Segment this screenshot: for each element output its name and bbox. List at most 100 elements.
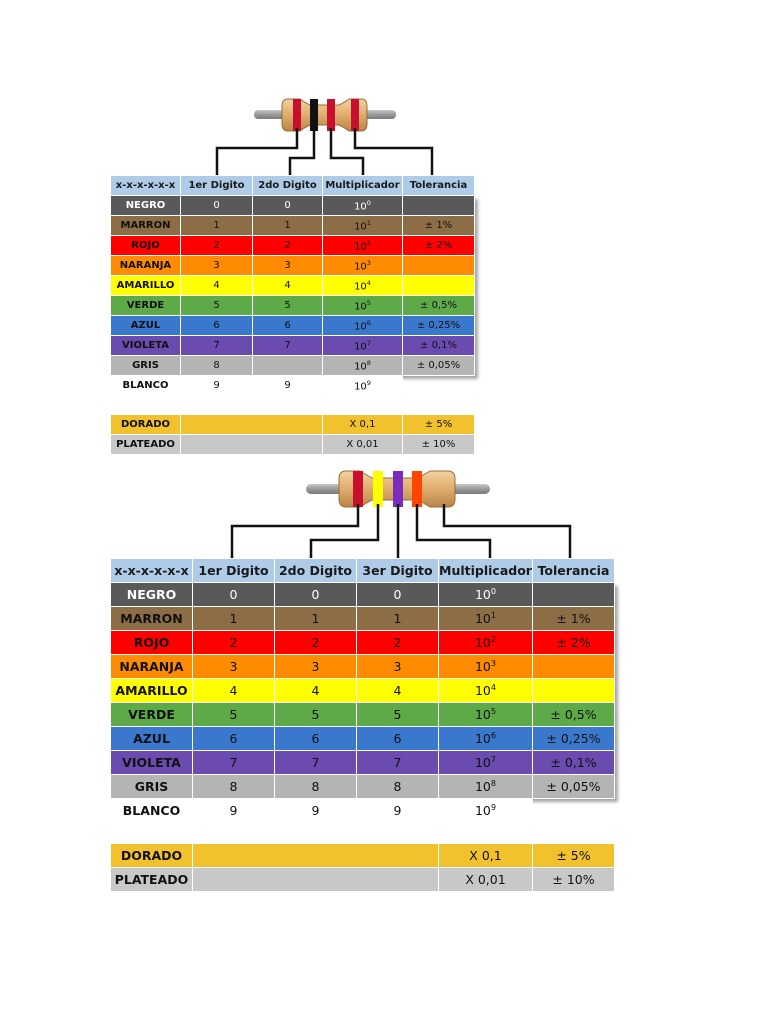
digit-cell-merged: [192, 843, 439, 868]
tolerance-cell: ± 0,1%: [532, 750, 615, 775]
multiplier-cell: 102: [438, 630, 533, 655]
tolerance-cell: [532, 678, 615, 703]
multiplier-cell: 107: [322, 335, 403, 356]
digit-cell: 3: [180, 255, 253, 276]
special-row: PLATEADO X 0,01 ± 10%: [110, 867, 615, 892]
color-name: NARANJA: [110, 654, 193, 679]
header-row: x-x-x-x-x-x 1er Digito 2do Digito 3er Digit…: [110, 558, 615, 583]
tolerance-cell: [402, 195, 475, 216]
color-row: BLANCO 9 9 109: [110, 375, 475, 396]
color-row: NARANJA 3 3 3 103: [110, 654, 615, 679]
resistor-band: [353, 471, 363, 507]
multiplier-cell: 101: [438, 606, 533, 631]
digit-cell: 1: [252, 215, 323, 236]
digit-cell: 5: [180, 295, 253, 316]
column-header: Multiplicador: [322, 175, 403, 196]
color-name: AMARILLO: [110, 678, 193, 703]
multiplier-exponent: 6: [490, 730, 497, 741]
column-header: Tolerancia: [402, 175, 475, 196]
digit-cell: 2: [180, 235, 253, 256]
digit-cell: 4: [252, 275, 323, 296]
multiplier-cell: 106: [322, 315, 403, 336]
spacer-row: [111, 823, 615, 844]
color-row: AZUL 6 6 106 ± 0,25%: [110, 315, 475, 336]
tolerance-cell: ± 10%: [532, 867, 615, 892]
multiplier-cell: 105: [322, 295, 403, 316]
multiplier-exponent: 7: [490, 754, 497, 765]
multiplier-cell: 100: [438, 582, 533, 607]
multiplier-exponent: 9: [490, 802, 497, 813]
tolerance-cell-empty: [403, 376, 475, 396]
digit-cell: 5: [274, 702, 357, 727]
digit-cell: 9: [192, 798, 275, 823]
color-row: AZUL 6 6 6 106 ± 0,25%: [110, 726, 615, 751]
multiplier-cell: 108: [322, 355, 403, 376]
special-row: DORADO X 0,1 ± 5%: [110, 414, 475, 435]
multiplier-cell: X 0,01: [438, 867, 533, 892]
tolerance-cell: ± 0,25%: [532, 726, 615, 751]
digit-cell: 1: [192, 606, 275, 631]
digit-cell: 1: [356, 606, 439, 631]
tolerance-cell: [402, 255, 475, 276]
color-name: NEGRO: [110, 195, 181, 216]
digit-cell: 9: [252, 375, 323, 396]
digit-cell: 6: [274, 726, 357, 751]
digit-cell: 6: [356, 726, 439, 751]
digit-cell-merged: [180, 434, 323, 455]
multiplier-exponent: 4: [366, 278, 371, 287]
tolerance-cell-empty: [533, 799, 615, 823]
digit-cell: 0: [356, 582, 439, 607]
multiplier-cell: X 0,01: [322, 434, 403, 455]
tolerance-cell: [402, 275, 475, 296]
tolerance-cell: ± 2%: [532, 630, 615, 655]
digit-cell: 9: [356, 798, 439, 823]
color-row: GRIS 8 108 ± 0,05%: [110, 355, 475, 376]
multiplier-exponent: 3: [366, 258, 371, 267]
resistor-band: [351, 99, 359, 131]
spacer-row: [111, 396, 475, 415]
color-name: GRIS: [110, 355, 181, 376]
digit-cell: 8: [192, 774, 275, 799]
tolerance-cell: ± 0,5%: [532, 702, 615, 727]
color-row: AMARILLO 4 4 4 104: [110, 678, 615, 703]
color-row: ROJO 2 2 2 102 ± 2%: [110, 630, 615, 655]
digit-cell: 7: [274, 750, 357, 775]
color-row: MARRON 1 1 1 101 ± 1%: [110, 606, 615, 631]
digit-cell-merged: [192, 867, 439, 892]
color-row: ROJO 2 2 102 ± 2%: [110, 235, 475, 256]
digit-cell: 5: [252, 295, 323, 316]
multiplier-exponent: 5: [366, 298, 371, 307]
multiplier-exponent: 3: [490, 658, 497, 669]
digit-cell: 5: [192, 702, 275, 727]
column-header: 2do Digito: [252, 175, 323, 196]
multiplier-cell: 104: [322, 275, 403, 296]
column-header: 3er Digito: [356, 558, 439, 583]
special-row: DORADO X 0,1 ± 5%: [110, 843, 615, 868]
digit-cell: 7: [252, 335, 323, 356]
color-name: GRIS: [110, 774, 193, 799]
color-name: VIOLETA: [110, 335, 181, 356]
digit-cell: 4: [192, 678, 275, 703]
color-row: MARRON 1 1 101 ± 1%: [110, 215, 475, 236]
resistor-1-leader-lines: [215, 128, 434, 176]
digit-cell: 6: [252, 315, 323, 336]
column-header: Multiplicador: [438, 558, 533, 583]
color-name: MARRON: [110, 215, 181, 236]
digit-cell: 1: [274, 606, 357, 631]
digit-cell: 3: [274, 654, 357, 679]
color-name: ROJO: [110, 235, 181, 256]
tolerance-cell: ± 0,5%: [402, 295, 475, 316]
digit-cell: 2: [252, 235, 323, 256]
multiplier-exponent: 7: [366, 338, 371, 347]
multiplier-cell: 109: [438, 798, 533, 823]
column-header: Tolerancia: [532, 558, 615, 583]
color-name: ROJO: [110, 630, 193, 655]
color-row: NEGRO 0 0 100: [110, 195, 475, 216]
digit-cell: 6: [180, 315, 253, 336]
digit-cell: [252, 355, 323, 376]
column-header: 1er Digito: [192, 558, 275, 583]
multiplier-cell: 108: [438, 774, 533, 799]
multiplier-cell: 109: [322, 375, 403, 396]
color-name: MARRON: [110, 606, 193, 631]
